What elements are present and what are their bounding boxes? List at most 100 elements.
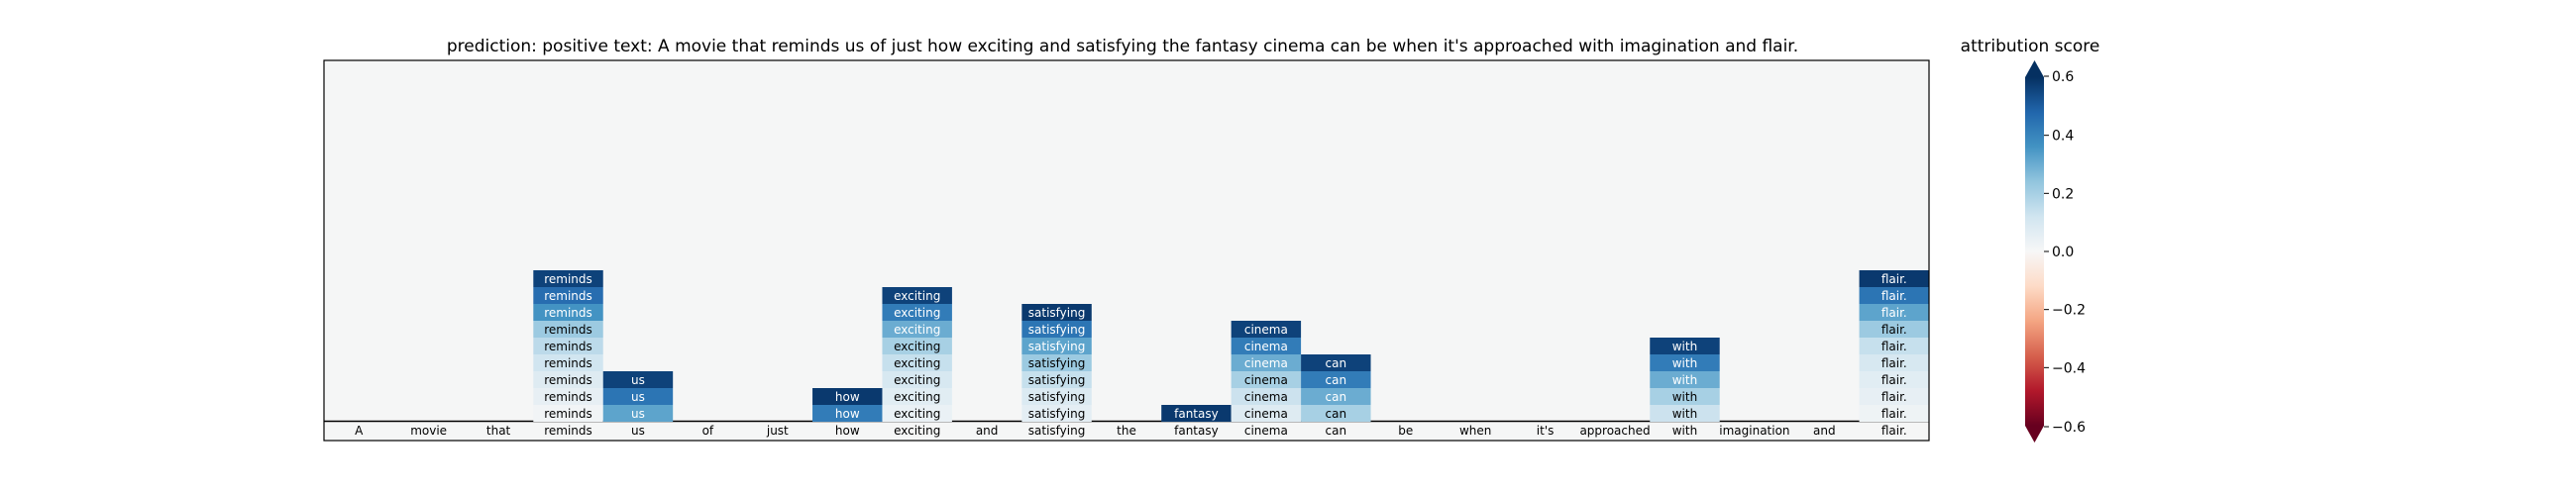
heatmap-cell bbox=[533, 354, 603, 371]
token-label: reminds bbox=[544, 424, 592, 438]
token-label: it's bbox=[1537, 424, 1555, 438]
token-label: A bbox=[355, 424, 364, 438]
cell-label: exciting bbox=[894, 373, 940, 387]
heatmap-cell bbox=[1650, 405, 1720, 422]
heatmap-cell bbox=[533, 304, 603, 321]
heatmap-cell bbox=[533, 287, 603, 304]
token-label: exciting bbox=[894, 424, 940, 438]
heatmap-cell bbox=[882, 371, 952, 388]
colorbar-tick-label: 0.0 bbox=[2052, 245, 2074, 260]
cell-label: cinema bbox=[1244, 373, 1288, 387]
cell-label: how bbox=[835, 390, 860, 404]
token-label: of bbox=[702, 424, 714, 438]
colorbar-tick-label: 0.6 bbox=[2052, 69, 2074, 85]
cell-label: flair. bbox=[1881, 340, 1907, 353]
cell-label: with bbox=[1672, 340, 1697, 353]
token-label: when bbox=[1459, 424, 1491, 438]
colorbar-tick-label: 0.2 bbox=[2052, 186, 2074, 202]
cell-label: reminds bbox=[544, 356, 592, 370]
heatmap-cell bbox=[602, 388, 674, 405]
token-label: can bbox=[1326, 424, 1347, 438]
token-label: be bbox=[1398, 424, 1413, 438]
heatmap-cell bbox=[533, 371, 603, 388]
heatmap-cell bbox=[1161, 405, 1232, 422]
plot-frame bbox=[323, 59, 1930, 442]
heatmap-cell bbox=[1301, 388, 1371, 405]
colorbar-tick-label: 0.4 bbox=[2052, 129, 2074, 145]
heatmap-cell bbox=[1859, 388, 1929, 405]
cell-label: flair. bbox=[1881, 323, 1907, 337]
cell-label: can bbox=[1326, 373, 1347, 387]
heatmap-cell bbox=[1231, 405, 1302, 422]
heatmap-cell bbox=[533, 270, 603, 287]
cell-label: exciting bbox=[894, 306, 940, 320]
token-label: and bbox=[976, 424, 999, 438]
heatmap-cell bbox=[882, 304, 952, 321]
token-label: imagination bbox=[1719, 424, 1789, 438]
token-label: approached bbox=[1579, 424, 1650, 438]
cell-label: flair. bbox=[1881, 390, 1907, 404]
heatmap-cell bbox=[1231, 321, 1302, 338]
cell-label: with bbox=[1672, 373, 1697, 387]
cell-label: satisfying bbox=[1028, 407, 1086, 421]
token-label: just bbox=[766, 424, 789, 438]
colorbar-tick-label: −0.2 bbox=[2052, 303, 2086, 319]
cell-label: with bbox=[1672, 390, 1697, 404]
heatmap-cell bbox=[1231, 338, 1302, 354]
heatmap-cell bbox=[1859, 405, 1929, 422]
colorbar-tick-label: −0.6 bbox=[2052, 420, 2086, 436]
cell-label: satisfying bbox=[1028, 306, 1086, 320]
token-label: satisfying bbox=[1028, 424, 1086, 438]
heatmap-cell bbox=[812, 388, 883, 405]
cell-label: us bbox=[631, 373, 645, 387]
heatmap-cell bbox=[1650, 388, 1720, 405]
heatmap-cell bbox=[1859, 304, 1929, 321]
heatmap-cell bbox=[533, 321, 603, 338]
cell-label: cinema bbox=[1244, 340, 1288, 353]
cell-label: satisfying bbox=[1028, 340, 1086, 353]
cell-label: us bbox=[631, 390, 645, 404]
heatmap-cell bbox=[882, 354, 952, 371]
heatmap-cell bbox=[1231, 388, 1302, 405]
cell-label: reminds bbox=[544, 373, 592, 387]
cell-label: flair. bbox=[1881, 407, 1907, 421]
cell-label: reminds bbox=[544, 390, 592, 404]
cell-label: can bbox=[1326, 407, 1347, 421]
heatmap-cell bbox=[812, 405, 883, 422]
heatmap-cell bbox=[1231, 371, 1302, 388]
cell-label: reminds bbox=[544, 289, 592, 303]
colorbar-gradient bbox=[2025, 77, 2044, 426]
cell-label: fantasy bbox=[1174, 407, 1219, 421]
cell-label: exciting bbox=[894, 289, 940, 303]
cell-label: reminds bbox=[544, 340, 592, 353]
heatmap-cell bbox=[1021, 371, 1092, 388]
heatmap-cell bbox=[882, 287, 952, 304]
cell-label: flair. bbox=[1881, 289, 1907, 303]
heatmap-cell bbox=[882, 388, 952, 405]
heatmap-cell bbox=[1650, 371, 1720, 388]
cell-label: flair. bbox=[1881, 373, 1907, 387]
colorbar-label: attribution score bbox=[1961, 37, 2100, 56]
heatmap-cell bbox=[882, 321, 952, 338]
token-label: movie bbox=[410, 424, 447, 438]
heatmap-cell bbox=[1021, 388, 1092, 405]
cell-label: cinema bbox=[1244, 356, 1288, 370]
heatmap-cell bbox=[882, 405, 952, 422]
cell-label: can bbox=[1326, 390, 1347, 404]
cell-label: satisfying bbox=[1028, 390, 1086, 404]
cell-label: us bbox=[631, 407, 645, 421]
heatmap-cell bbox=[1301, 354, 1371, 371]
cell-label: flair. bbox=[1881, 272, 1907, 286]
heatmap-cell bbox=[1021, 338, 1092, 354]
heatmap-cell bbox=[1650, 354, 1720, 371]
heatmap-cell bbox=[1859, 354, 1929, 371]
colorbar-tick-label: −0.4 bbox=[2052, 360, 2086, 376]
cell-label: exciting bbox=[894, 407, 940, 421]
cell-label: reminds bbox=[544, 323, 592, 337]
heatmap-cell bbox=[1859, 338, 1929, 354]
cell-label: satisfying bbox=[1028, 323, 1086, 337]
cell-label: reminds bbox=[544, 407, 592, 421]
cell-label: can bbox=[1326, 356, 1347, 370]
token-label: us bbox=[631, 424, 645, 438]
